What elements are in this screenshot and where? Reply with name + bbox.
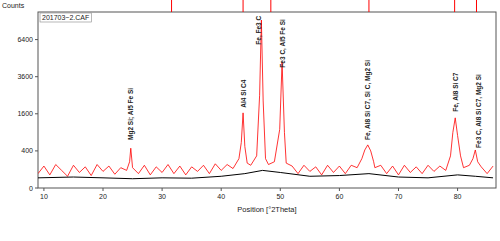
- x-tick: [339, 188, 340, 191]
- y-tick: [35, 150, 38, 151]
- y-tick-label: 1600: [17, 110, 33, 117]
- peak-annotation: Fe, Fe3 C: [255, 15, 263, 44]
- x-tick-label: 40: [217, 193, 225, 200]
- x-tick-label: 50: [276, 193, 284, 200]
- x-tick-label: 80: [454, 193, 462, 200]
- peak-annotation: Mg2 Si; Al5 Fe Si: [127, 88, 135, 140]
- peak-annotation: Fe, Al8 Si C7, Si C, Mg2 Si: [364, 60, 372, 140]
- reference-line: [454, 0, 455, 12]
- pattern-line: [38, 170, 493, 178]
- x-tick: [162, 188, 163, 191]
- y-tick-label: 6400: [17, 36, 33, 43]
- x-tick-label: 70: [395, 193, 403, 200]
- peak-annotation: Fe3 C, Al5 Fe Si: [279, 19, 287, 68]
- pattern-line: [38, 20, 493, 176]
- reference-line: [171, 0, 172, 12]
- x-tick: [103, 188, 104, 191]
- y-tick: [35, 76, 38, 77]
- reference-line: [476, 0, 477, 12]
- peak-annotation: Fe, Al8 Si C7: [452, 72, 460, 112]
- x-axis-label: Position [°2Theta]: [237, 205, 296, 214]
- y-tick: [35, 39, 38, 40]
- x-tick-label: 60: [335, 193, 343, 200]
- title-box: [40, 13, 91, 22]
- x-tick: [43, 188, 44, 191]
- chart: 0 400 1600 3600 6400 10 20 30 40 50 60 70 80 Counts Po…: [0, 0, 500, 241]
- peak-annotation: Fe3 C, Al8 Si C7, Mg2 Si: [475, 74, 483, 148]
- x-tick-label: 10: [40, 193, 48, 200]
- y-tick: [35, 113, 38, 114]
- plot-frame: [38, 12, 496, 188]
- reference-line: [368, 0, 369, 12]
- x-tick-label: 30: [158, 193, 166, 200]
- x-tick: [221, 188, 222, 191]
- peak-annotation: Al4 Si C4: [240, 79, 247, 108]
- x-tick-label: 20: [99, 193, 107, 200]
- x-tick: [398, 188, 399, 191]
- title: 201703~2.CAF: [42, 14, 89, 21]
- x-tick: [280, 188, 281, 191]
- plot-area: [38, 20, 493, 179]
- y-tick-label: 400: [21, 147, 33, 154]
- y-tick: [35, 188, 38, 189]
- y-tick-label: 3600: [17, 73, 33, 80]
- y-tick-label: 0: [29, 185, 33, 192]
- reference-line: [243, 0, 244, 12]
- y-axis-label: Counts: [2, 2, 25, 9]
- reference-line: [270, 0, 271, 12]
- x-tick: [457, 188, 458, 191]
